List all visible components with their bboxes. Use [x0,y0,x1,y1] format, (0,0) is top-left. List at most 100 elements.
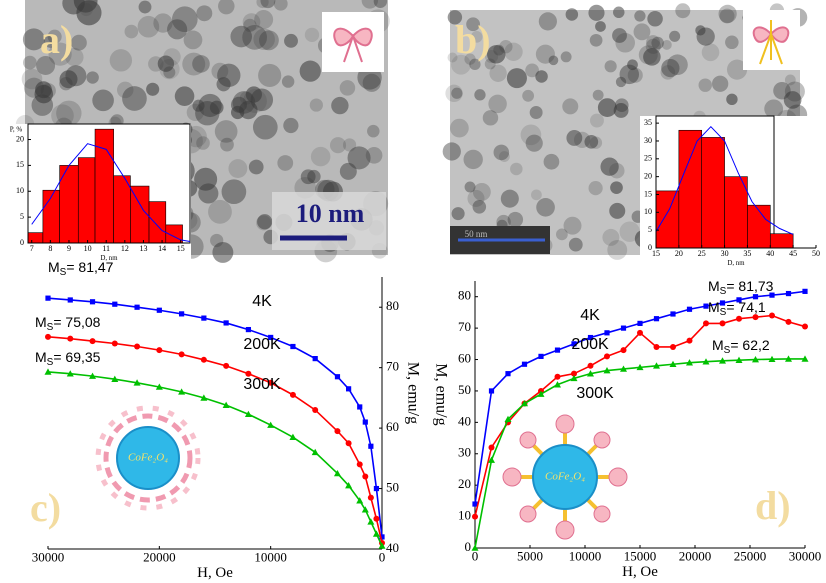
marker [802,324,808,330]
y-tick-label: 20 [644,171,652,180]
scale-bar-label: 10 nm [296,199,365,228]
x-tick-label: 15 [177,244,185,253]
marker [637,330,643,336]
particle-blob [499,151,510,162]
particle-blob [464,150,483,169]
particle-blob [612,28,627,43]
bar [130,186,149,243]
y-tick-label: 40 [386,540,399,555]
marker [362,473,368,479]
series-label: 200K [571,336,609,353]
particle-blob [609,203,625,219]
particle-blob [499,40,512,53]
x-tick-label: 7 [30,244,34,253]
marker [363,419,368,424]
particle-blob [726,94,737,105]
particle-blob [695,25,705,35]
series-label: 4K [580,307,600,324]
marker [604,330,609,335]
particle-blob [510,163,523,176]
particle-blob [465,181,476,192]
marker [555,374,561,380]
marker [334,428,340,434]
y-tick-label: 70 [386,359,399,374]
bar [702,137,725,248]
y-tick-label: 30 [644,136,652,145]
particle-blob [536,198,555,217]
marker [45,334,51,340]
marker [313,356,318,361]
marker [368,444,373,449]
marker [312,407,318,413]
particle-blob [284,34,298,48]
particle-label: CoFe₂O₄ [128,452,168,464]
x-tick-label: 25000 [734,549,767,564]
x-axis-label: D, nm [728,260,746,267]
x-tick-label: 35 [743,249,751,258]
particle-blob [228,159,247,178]
particle-blob [535,70,548,83]
marker [68,297,73,302]
marker [769,313,775,319]
scale-bar-label: 50 nm [465,229,488,239]
particle-blob [24,78,44,98]
particle-blob [300,61,321,82]
particle-blob [712,76,728,92]
particle-blob [702,44,720,62]
series-label: 4K [252,293,272,310]
series-line [48,298,382,537]
particle-blob [215,120,238,143]
particle-blob [443,142,461,160]
particle-blob [719,5,737,23]
marker [357,461,363,467]
marker [621,326,626,331]
panel-label: c) [30,485,61,530]
particle-blob [86,71,98,83]
marker [346,386,351,391]
particle-blob [217,64,240,87]
particle-blob [669,31,680,42]
series-line [48,372,382,546]
series-label: 300K [243,376,281,393]
particle-blob [340,163,357,180]
ms-value: = 69,35 [53,349,100,365]
marker [786,319,792,325]
marker [736,316,742,322]
particle-blob [451,88,462,99]
y-axis-label: M, emu/g [404,362,421,424]
particle-blob [566,8,579,21]
marker [670,311,675,316]
particle-blob [613,7,624,18]
marker [687,338,693,344]
x-tick-label: 8 [48,244,52,253]
marker [112,302,117,307]
y-tick-label: 10 [644,207,652,216]
x-tick-label: 0 [379,550,386,565]
particle-blob [595,21,606,32]
bar [747,205,770,248]
particle-blob [366,147,383,164]
y-tick-label: 50 [386,480,399,495]
marker [654,316,659,321]
marker [374,486,379,491]
panel-label: a) [40,17,73,62]
particle-blob [569,238,583,252]
particle-blob [667,54,688,75]
marker [604,353,610,359]
series-line [48,337,382,543]
ms-symbol: M [708,278,720,294]
particle-blob [184,31,203,50]
particle-blob [367,125,379,137]
particle-blob [450,119,469,138]
particle-blob [282,75,294,87]
particle-blob [182,53,205,76]
particle-blob [785,81,805,101]
particle-blob [92,90,114,112]
y-tick-label: 10 [16,186,24,195]
ms-symbol: M [48,259,60,275]
x-tick-label: 20000 [679,549,712,564]
x-tick-label: 12 [121,244,129,253]
marker [179,311,184,316]
marker [654,344,660,350]
ms-value: = 62,2 [730,337,770,353]
